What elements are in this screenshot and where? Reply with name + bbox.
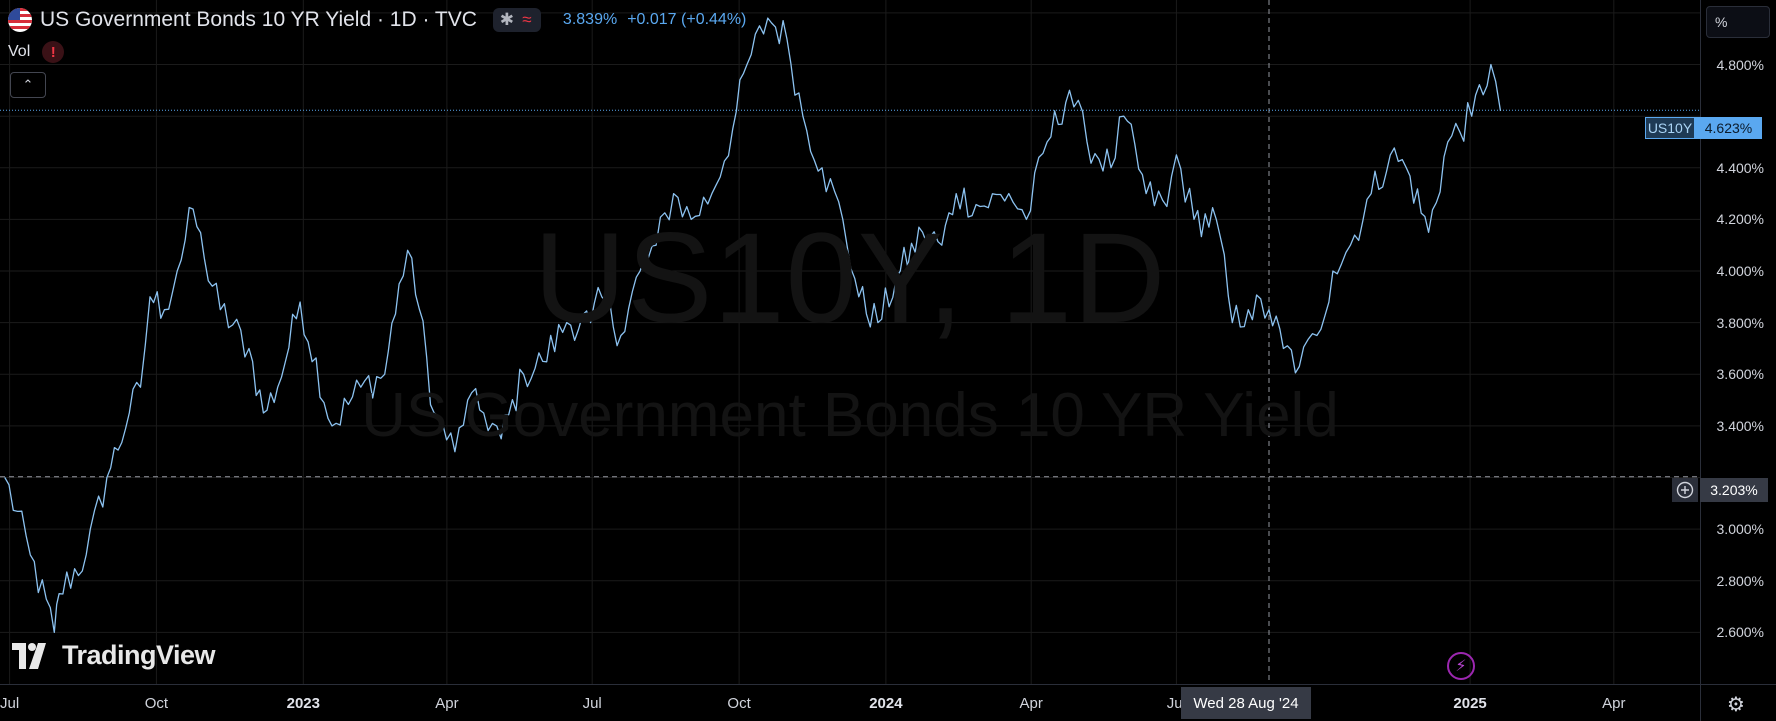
chart-legend: US Government Bonds 10 YR Yield · 1D · T… <box>8 8 746 32</box>
volume-indicator-row: Vol ! <box>8 41 65 63</box>
price-tick-label: 2.600% <box>1716 624 1764 641</box>
tradingview-logo[interactable]: TradingView <box>12 640 216 671</box>
watermark-description: US Government Bonds 10 YR Yield <box>361 381 1339 450</box>
time-tick-label: 2023 <box>286 695 320 712</box>
price-tick-label: 3.000% <box>1716 521 1764 538</box>
plus-circle-icon <box>1676 481 1694 499</box>
price-change-readout: +0.017 (+0.44%) <box>627 11 747 28</box>
time-tick-label: Oct <box>727 695 751 712</box>
last-price-label: US10Y 4.623% <box>1645 117 1762 139</box>
chart-settings-corner: ⚙ <box>1700 684 1776 721</box>
last-price-readout: 3.839% <box>562 11 618 28</box>
last-price-symbol: US10Y <box>1645 117 1695 139</box>
symbol-title[interactable]: US Government Bonds 10 YR Yield · 1D · T… <box>40 8 477 31</box>
chart-grid <box>0 0 1700 684</box>
time-tick-label: Jul <box>0 695 20 712</box>
time-tick-label: Jul <box>582 695 602 712</box>
time-tick-label: Apr <box>1019 695 1043 712</box>
series-line-us10y <box>4 17 1502 634</box>
watermark-symbol: US10Y, 1D <box>533 207 1167 350</box>
time-tick-label: 2025 <box>1453 695 1487 712</box>
price-scale[interactable]: % 4.800% 4.400% 4.200% 4.000% 3.800% 3.600% 3.… <box>1700 0 1776 684</box>
chart-pane[interactable]: US10Y, 1D US Government Bonds 10 YR Yiel… <box>0 0 1700 684</box>
price-tick-label: 4.400% <box>1716 159 1764 176</box>
collapse-legend-button[interactable]: ⌃ <box>10 72 46 98</box>
time-tick-label: Apr <box>1602 695 1626 712</box>
unit-selector[interactable]: % <box>1706 6 1770 38</box>
price-tick-label: 3.800% <box>1716 314 1764 331</box>
price-tick-label: 3.600% <box>1716 366 1764 383</box>
price-chart[interactable] <box>0 0 1700 684</box>
error-icon[interactable]: ! <box>42 41 65 63</box>
legend-status-chips: ✱ ≈ <box>492 8 541 32</box>
chevron-up-icon: ⌃ <box>22 77 34 92</box>
price-tick-label: 4.800% <box>1716 56 1764 73</box>
lightning-icon[interactable]: ⚡ <box>1447 652 1475 680</box>
series-line-layer <box>4 17 1502 634</box>
tradingview-mark-icon <box>12 642 46 669</box>
us-flag-icon[interactable] <box>8 8 32 32</box>
crosshair-price-label: 3.203% <box>1700 478 1768 502</box>
time-tick-label: Oct <box>144 695 169 712</box>
add-alert-button[interactable] <box>1672 478 1698 502</box>
crosshair <box>0 0 1700 684</box>
crosshair-date-label: Wed 28 Aug '24 <box>1181 687 1311 719</box>
brand-name: TradingView <box>62 640 216 670</box>
approx-wave-icon[interactable]: ≈ <box>522 10 532 29</box>
asterisk-icon[interactable]: ✱ <box>499 10 515 29</box>
price-tick-label: 4.200% <box>1716 211 1764 228</box>
volume-label[interactable]: Vol <box>8 43 31 60</box>
price-tick-label: 3.400% <box>1716 417 1764 434</box>
time-tick-label: 2024 <box>869 695 903 712</box>
price-tick-label: 2.800% <box>1716 572 1764 589</box>
time-tick-label: Apr <box>435 695 459 712</box>
time-scale[interactable]: Jul Oct 2023 Apr Jul Oct 2024 Apr Jul 2025 Apr Wed… <box>0 684 1700 721</box>
price-tick-label: 4.000% <box>1716 263 1764 279</box>
last-price-value: 4.623% <box>1695 117 1762 139</box>
gear-icon[interactable]: ⚙ <box>1727 693 1745 716</box>
